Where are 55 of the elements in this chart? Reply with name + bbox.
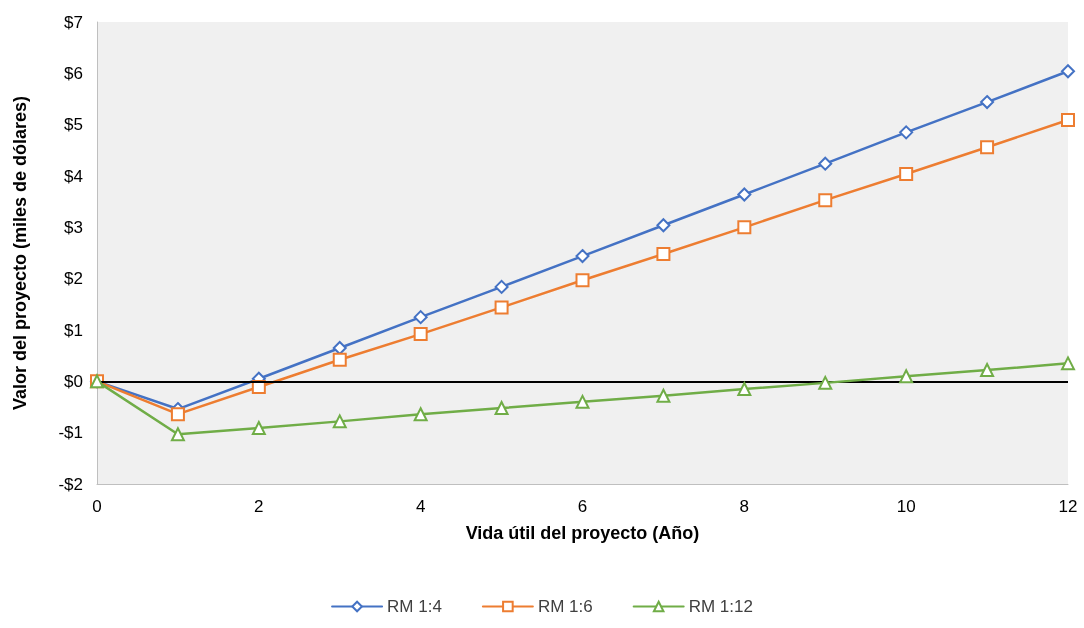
- point: [980, 140, 995, 155]
- point: [737, 220, 752, 235]
- point: [413, 407, 428, 422]
- point: [494, 401, 509, 416]
- x-tick-label: 2: [254, 497, 264, 516]
- point: [575, 273, 590, 288]
- point: [1061, 356, 1075, 371]
- point: [413, 327, 428, 342]
- point: [818, 156, 833, 171]
- point: [656, 247, 671, 262]
- legend-label: RM 1:4: [387, 597, 442, 616]
- point: [656, 218, 671, 233]
- point: [656, 388, 671, 403]
- point: [1061, 64, 1075, 79]
- point: [737, 382, 752, 397]
- point: [818, 193, 833, 208]
- x-tick-label: 8: [739, 497, 750, 516]
- point: [899, 125, 914, 140]
- point: [818, 375, 833, 390]
- legend-label: RM 1:6: [537, 597, 593, 616]
- x-tick-label: 0: [92, 497, 102, 516]
- point: [899, 369, 914, 384]
- point: [980, 95, 995, 110]
- y-tick-label: $2: [64, 269, 83, 289]
- x-axis-title: Vida útil del proyecto (Año): [465, 523, 700, 543]
- point: [332, 340, 347, 355]
- point: [575, 249, 590, 264]
- x-tick-label: 4: [415, 497, 426, 516]
- y-tick-label: $3: [64, 217, 83, 237]
- x-tick-label: 12: [1058, 497, 1078, 516]
- point: [1061, 113, 1075, 128]
- y-axis-title: Valor del proyecto (miles de dólares): [10, 95, 30, 411]
- legend-label: RM 1:12: [688, 597, 753, 616]
- y-tick-label: $7: [64, 12, 83, 32]
- point: [170, 427, 185, 442]
- y-tick-label: $6: [64, 63, 83, 83]
- point: [332, 352, 347, 367]
- x-tick-label: 10: [896, 497, 916, 516]
- y-tick-label: $1: [64, 320, 83, 340]
- point: [413, 310, 428, 325]
- point: [251, 421, 266, 436]
- point: [899, 166, 914, 181]
- x-tick-label: 6: [577, 497, 588, 516]
- y-tick-label: $5: [64, 115, 83, 135]
- point: [332, 414, 347, 429]
- y-tick-label: $0: [64, 371, 83, 391]
- y-tick-label: -$1: [58, 423, 83, 443]
- point: [170, 407, 185, 422]
- point: [737, 187, 752, 202]
- y-tick-label: -$2: [58, 474, 83, 494]
- point: [494, 300, 509, 315]
- point: [980, 363, 995, 378]
- y-tick-label: $4: [64, 166, 83, 186]
- point: [575, 394, 590, 409]
- point: [494, 279, 509, 294]
